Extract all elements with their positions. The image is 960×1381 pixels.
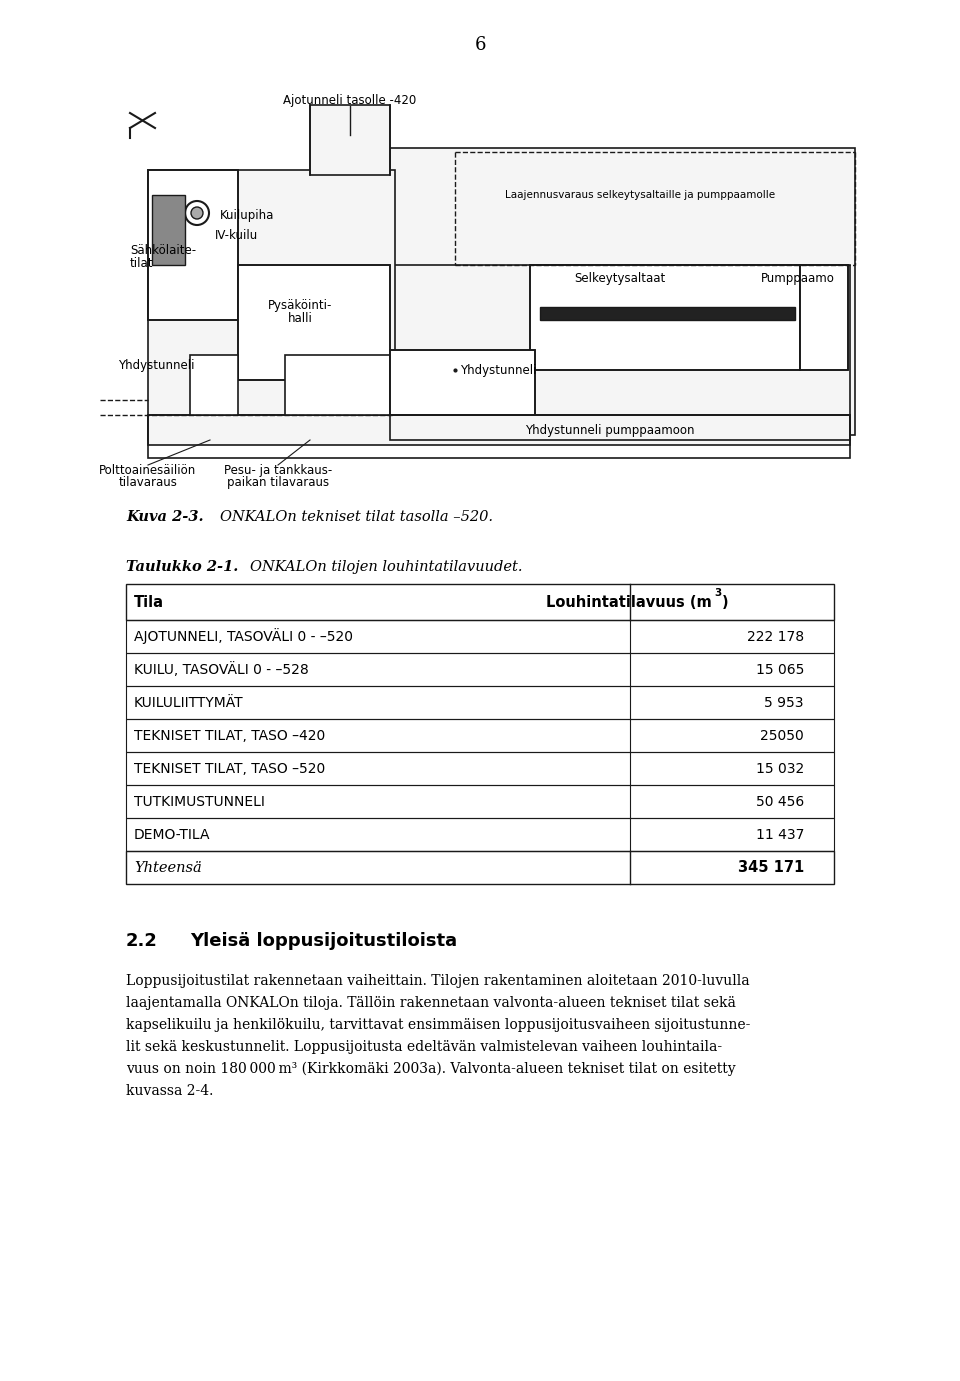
Text: KUILULIITTYMÄT: KUILULIITTYMÄT bbox=[134, 696, 244, 710]
Text: Yleisä loppusijoitustiloista: Yleisä loppusijoitustiloista bbox=[190, 932, 457, 950]
Text: Polttoainesäiliön: Polttoainesäiliön bbox=[100, 464, 197, 476]
Bar bbox=[530, 265, 800, 370]
Circle shape bbox=[191, 207, 203, 220]
Bar bbox=[390, 416, 850, 441]
Bar bbox=[530, 265, 800, 370]
Text: Yhdystunneli pumppaamoon: Yhdystunneli pumppaamoon bbox=[525, 424, 695, 436]
Bar bbox=[126, 784, 834, 818]
Text: Sähkölaite-: Sähkölaite- bbox=[130, 243, 196, 257]
Text: 345 171: 345 171 bbox=[737, 860, 804, 876]
Bar bbox=[800, 265, 848, 370]
Bar bbox=[285, 355, 390, 416]
Bar bbox=[148, 170, 395, 441]
Text: TUTKIMUSTUNNELI: TUTKIMUSTUNNELI bbox=[134, 794, 265, 808]
Text: kuvassa 2-4.: kuvassa 2-4. bbox=[126, 1084, 213, 1098]
Bar bbox=[126, 653, 834, 686]
Text: Yhdystunneli: Yhdystunneli bbox=[460, 363, 537, 377]
Bar bbox=[126, 720, 834, 753]
Text: Loppusijoitustilat rakennetaan vaiheittain. Tilojen rakentaminen aloitetaan 2010: Loppusijoitustilat rakennetaan vaiheitta… bbox=[126, 974, 750, 987]
Bar bbox=[390, 148, 855, 435]
Text: ONKALOn tilojen louhintatilavuudet.: ONKALOn tilojen louhintatilavuudet. bbox=[250, 561, 522, 574]
Bar bbox=[152, 195, 185, 265]
Text: 6: 6 bbox=[474, 36, 486, 54]
Text: Selkeytysaltaat: Selkeytysaltaat bbox=[574, 272, 665, 284]
Circle shape bbox=[185, 202, 209, 225]
Bar bbox=[148, 170, 238, 320]
Text: Yhdystunneli: Yhdystunneli bbox=[118, 359, 195, 371]
Bar bbox=[238, 265, 390, 380]
Bar bbox=[390, 349, 535, 416]
Text: Yhteensä: Yhteensä bbox=[134, 860, 202, 874]
Text: kapselikuilu ja henkilökuilu, tarvittavat ensimmäisen loppusijoitusvaiheen sijoi: kapselikuilu ja henkilökuilu, tarvittava… bbox=[126, 1018, 751, 1032]
Text: vuus on noin 180 000 m³ (Kirkkomäki 2003a). Valvonta-alueen tekniset tilat on es: vuus on noin 180 000 m³ (Kirkkomäki 2003… bbox=[126, 1062, 735, 1076]
Bar bbox=[190, 355, 238, 416]
Text: TEKNISET TILAT, TASO –520: TEKNISET TILAT, TASO –520 bbox=[134, 761, 325, 776]
Bar bbox=[148, 416, 850, 445]
Bar bbox=[800, 265, 848, 370]
Text: 222 178: 222 178 bbox=[747, 630, 804, 644]
Text: Tila: Tila bbox=[134, 594, 164, 609]
Bar bbox=[310, 105, 390, 175]
Text: DEMO-TILA: DEMO-TILA bbox=[134, 827, 210, 841]
Bar bbox=[238, 265, 390, 380]
Bar bbox=[126, 584, 834, 620]
Bar bbox=[148, 416, 850, 458]
Text: Pesu- ja tankkaus-: Pesu- ja tankkaus- bbox=[224, 464, 332, 476]
Text: 15 065: 15 065 bbox=[756, 663, 804, 677]
Bar bbox=[126, 851, 834, 884]
Text: tilavaraus: tilavaraus bbox=[119, 475, 178, 489]
Text: TEKNISET TILAT, TASO –420: TEKNISET TILAT, TASO –420 bbox=[134, 729, 325, 743]
Text: Louhintatilavuus (m: Louhintatilavuus (m bbox=[546, 594, 712, 609]
Bar bbox=[148, 170, 238, 320]
Text: 25050: 25050 bbox=[760, 729, 804, 743]
Text: KUILU, TASOVÄLI 0 - –528: KUILU, TASOVÄLI 0 - –528 bbox=[134, 661, 309, 677]
Bar bbox=[126, 620, 834, 653]
Text: 5 953: 5 953 bbox=[764, 696, 804, 710]
Text: 50 456: 50 456 bbox=[756, 794, 804, 808]
Text: paikan tilavaraus: paikan tilavaraus bbox=[227, 475, 329, 489]
Text: 11 437: 11 437 bbox=[756, 827, 804, 841]
Text: 15 032: 15 032 bbox=[756, 761, 804, 776]
Text: ): ) bbox=[722, 594, 729, 609]
Text: lit sekä keskustunnelit. Loppusijoitusta edeltävän valmistelevan vaiheen louhint: lit sekä keskustunnelit. Loppusijoitusta… bbox=[126, 1040, 722, 1054]
Text: 2.2: 2.2 bbox=[126, 932, 157, 950]
Text: Ajotunneli tasolle -420: Ajotunneli tasolle -420 bbox=[283, 94, 417, 106]
Text: IV-kuilu: IV-kuilu bbox=[215, 228, 258, 242]
Bar bbox=[126, 818, 834, 851]
Bar bbox=[126, 753, 834, 784]
Bar bbox=[126, 686, 834, 720]
Text: Pumppaamo: Pumppaamo bbox=[761, 272, 835, 284]
Text: Kuilupiha: Kuilupiha bbox=[220, 209, 275, 221]
Text: Kuva 2-3.: Kuva 2-3. bbox=[126, 510, 204, 523]
Bar bbox=[390, 349, 535, 416]
Text: ONKALOn tekniset tilat tasolla –520.: ONKALOn tekniset tilat tasolla –520. bbox=[220, 510, 493, 523]
Bar bbox=[390, 265, 850, 435]
Text: Taulukko 2-1.: Taulukko 2-1. bbox=[126, 561, 238, 574]
Text: Pysäköinti-: Pysäköinti- bbox=[268, 298, 332, 312]
Bar bbox=[540, 307, 795, 320]
Text: AJOTUNNELI, TASOVÄLI 0 - –520: AJOTUNNELI, TASOVÄLI 0 - –520 bbox=[134, 628, 353, 645]
Text: tilat: tilat bbox=[130, 257, 154, 269]
Text: 3: 3 bbox=[714, 588, 721, 598]
Text: halli: halli bbox=[288, 312, 312, 325]
Text: Laajennusvaraus selkeytysaltaille ja pumppaamolle: Laajennusvaraus selkeytysaltaille ja pum… bbox=[505, 191, 775, 200]
Text: laajentamalla ONKALOn tiloja. Tällöin rakennetaan valvonta-alueen tekniset tilat: laajentamalla ONKALOn tiloja. Tällöin ra… bbox=[126, 996, 736, 1010]
